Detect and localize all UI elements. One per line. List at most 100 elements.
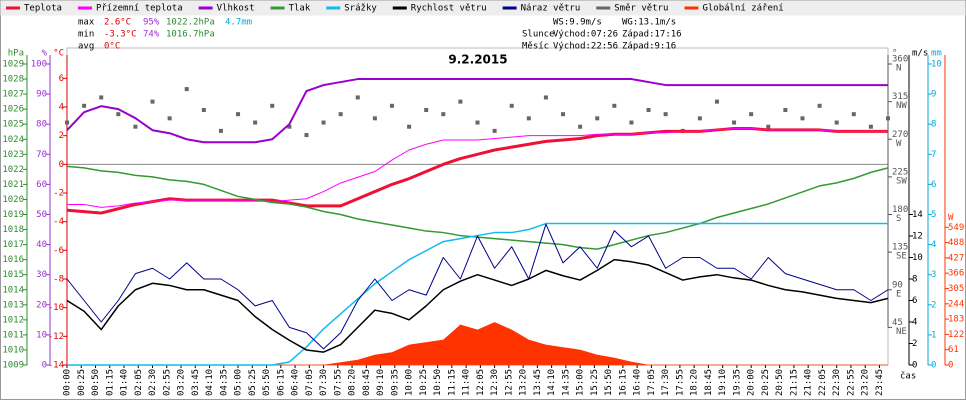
info-text: Východ:22:56 bbox=[553, 42, 618, 52]
direction-point bbox=[218, 128, 223, 133]
x-tick-label: 23:45 bbox=[875, 369, 885, 396]
legend-label: Globální záření bbox=[702, 4, 783, 14]
x-tick-label: 07:55 bbox=[333, 369, 343, 396]
tick-label: 315 bbox=[892, 92, 908, 102]
x-tick-label: 23:20 bbox=[861, 369, 871, 396]
x-tick-label: 12:05 bbox=[476, 369, 486, 396]
tick-label: 1025 bbox=[2, 120, 24, 130]
tick-label: -6 bbox=[53, 246, 64, 256]
direction-point bbox=[407, 124, 412, 129]
tick-label: -14 bbox=[48, 361, 64, 371]
x-tick-label: 07:30 bbox=[319, 369, 329, 396]
tick-label: 4 bbox=[931, 240, 936, 250]
direction-point bbox=[851, 112, 856, 117]
direction-point bbox=[595, 116, 600, 121]
direction-point bbox=[304, 133, 309, 138]
x-tick-label: 03:45 bbox=[191, 369, 201, 396]
x-tick-label: 21:15 bbox=[789, 369, 799, 396]
x-tick-label: 16:15 bbox=[618, 369, 628, 396]
x-tick-label: 19:10 bbox=[718, 369, 728, 396]
tick-label: 20 bbox=[36, 300, 47, 310]
info-text: Západ:17:16 bbox=[622, 30, 682, 40]
compass-label: W bbox=[896, 139, 902, 149]
x-tick-label: 12:30 bbox=[490, 369, 500, 396]
series-line bbox=[67, 128, 888, 208]
tick-label: -2 bbox=[53, 189, 64, 199]
x-tick-label: 00:25 bbox=[77, 369, 87, 396]
direction-point bbox=[253, 120, 258, 125]
x-tick-label: 20:00 bbox=[747, 369, 757, 396]
x-tick-label: 02:30 bbox=[148, 369, 158, 396]
x-tick-label: 15:25 bbox=[590, 369, 600, 396]
direction-point bbox=[441, 112, 446, 117]
tick-label: 1012 bbox=[2, 315, 24, 325]
tick-label: 60 bbox=[36, 180, 47, 190]
x-tick-label: 18:45 bbox=[704, 369, 714, 396]
direction-point bbox=[868, 124, 873, 129]
direction-point bbox=[886, 116, 890, 121]
stat-text: 4.7mm bbox=[225, 18, 252, 28]
x-tick-label: 05:00 bbox=[234, 369, 244, 396]
tick-label: 6 bbox=[912, 296, 917, 306]
direction-point bbox=[783, 107, 788, 112]
direction-point bbox=[65, 120, 69, 125]
tick-label: 45 bbox=[892, 318, 903, 328]
x-tick-label: 13:45 bbox=[533, 369, 543, 396]
tick-label: 30 bbox=[36, 270, 47, 280]
direction-point bbox=[270, 103, 275, 108]
x-tick-label: 07:05 bbox=[305, 369, 315, 396]
compass-label: SW bbox=[896, 176, 907, 186]
x-tick-label: 10:50 bbox=[433, 369, 443, 396]
tick-label: 305 bbox=[948, 284, 964, 294]
tick-label: 7 bbox=[931, 150, 936, 160]
legend-label: Rychlost větru bbox=[411, 4, 487, 14]
tick-label: 12 bbox=[912, 232, 923, 242]
tick-label: 6 bbox=[59, 74, 64, 84]
tick-label: 1020 bbox=[2, 195, 24, 205]
tick-label: 183 bbox=[948, 315, 964, 325]
x-tick-label: 11:40 bbox=[462, 369, 472, 396]
tick-label: 61 bbox=[948, 345, 959, 355]
info-text: WG:13.1m/s bbox=[622, 18, 676, 28]
tick-label: -4 bbox=[53, 217, 64, 227]
x-tick-label: 08:45 bbox=[362, 369, 372, 396]
x-tick-label: 02:05 bbox=[134, 369, 144, 396]
x-tick-label: 05:25 bbox=[248, 369, 258, 396]
stat-text: 1016.7hPa bbox=[166, 30, 215, 40]
axis-title: mm bbox=[931, 49, 942, 59]
axis-title: °C bbox=[53, 49, 64, 59]
tick-label: 1014 bbox=[2, 285, 24, 295]
legend-label: Srážky bbox=[344, 4, 377, 14]
tick-label: 1 bbox=[931, 330, 936, 340]
chart-title: 9.2.2015 bbox=[448, 53, 507, 67]
direction-point bbox=[82, 103, 87, 108]
direction-point bbox=[355, 95, 360, 100]
x-tick-label: 01:40 bbox=[120, 369, 130, 396]
compass-label: SE bbox=[896, 252, 907, 262]
tick-label: 366 bbox=[948, 269, 964, 279]
tick-label: 5 bbox=[931, 210, 936, 220]
tick-label: 1018 bbox=[2, 225, 24, 235]
tick-label: 8 bbox=[931, 120, 936, 130]
tick-label: 70 bbox=[36, 150, 47, 160]
direction-point bbox=[509, 103, 514, 108]
info-text: Měsíc bbox=[522, 42, 549, 52]
tick-label: 4 bbox=[912, 318, 917, 328]
direction-point bbox=[492, 128, 497, 133]
direction-point bbox=[133, 124, 138, 129]
legend-label: Přízemní teplota bbox=[96, 4, 183, 14]
stat-text: 2.6°C bbox=[104, 18, 131, 28]
x-tick-label: 14:10 bbox=[547, 369, 557, 396]
tick-label: 1023 bbox=[2, 150, 24, 160]
tick-label: 1009 bbox=[2, 361, 24, 371]
direction-point bbox=[150, 99, 155, 104]
x-tick-label: 00:50 bbox=[91, 369, 101, 396]
x-tick-label: 17:55 bbox=[675, 369, 685, 396]
tick-label: 360 bbox=[892, 55, 908, 65]
tick-label: 1026 bbox=[2, 105, 24, 115]
direction-point bbox=[201, 107, 206, 112]
tick-label: 4 bbox=[59, 103, 64, 113]
tick-label: 1029 bbox=[2, 60, 24, 70]
x-tick-label: 05:50 bbox=[262, 369, 272, 396]
tick-label: 2 bbox=[931, 300, 936, 310]
